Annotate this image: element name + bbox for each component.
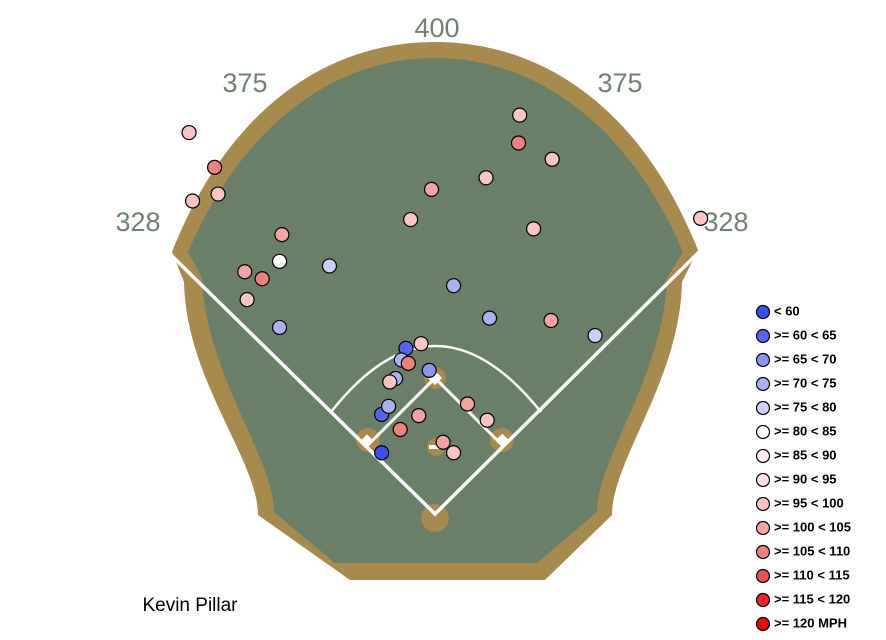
legend-label: >= 70 < 75 bbox=[774, 375, 837, 390]
hit-point bbox=[274, 227, 290, 243]
fence-distance: 375 bbox=[597, 68, 642, 98]
legend-swatch bbox=[755, 496, 771, 512]
fence-distance: 328 bbox=[115, 207, 160, 237]
legend-swatch bbox=[755, 568, 771, 584]
legend-swatch bbox=[755, 592, 771, 608]
hit-point bbox=[525, 221, 542, 237]
hit-point bbox=[479, 412, 495, 428]
hit-point bbox=[382, 374, 398, 390]
hit-point bbox=[423, 181, 440, 197]
hit-point bbox=[403, 211, 419, 228]
legend-swatch bbox=[755, 520, 771, 536]
infield-arc bbox=[330, 344, 542, 413]
legend-swatch bbox=[755, 328, 771, 344]
hit-point bbox=[435, 434, 451, 450]
hit-point bbox=[481, 310, 498, 326]
legend-label: >= 115 < 120 bbox=[774, 591, 850, 606]
hit-point bbox=[392, 421, 408, 438]
hit-point bbox=[271, 319, 288, 336]
hit-point bbox=[210, 186, 226, 202]
legend-swatch bbox=[755, 424, 771, 440]
hit-point bbox=[512, 107, 528, 123]
hit-point bbox=[411, 408, 427, 424]
legend-label: >= 90 < 95 bbox=[774, 471, 837, 486]
base bbox=[360, 434, 374, 448]
fence-distance: 400 bbox=[414, 13, 459, 43]
fence-distance: 328 bbox=[703, 207, 748, 237]
legend-label: >= 110 < 115 bbox=[774, 567, 850, 582]
hit-point bbox=[587, 327, 603, 344]
field bbox=[170, 42, 700, 580]
legend-label: >= 105 < 110 bbox=[774, 543, 850, 558]
hit-point bbox=[374, 445, 390, 461]
legend-swatch bbox=[755, 304, 771, 320]
legend-label: >= 85 < 90 bbox=[774, 447, 837, 462]
legend-label: >= 120 MPH bbox=[774, 615, 847, 630]
legend-label: >= 100 < 105 bbox=[774, 519, 851, 534]
hit-point bbox=[445, 445, 462, 461]
hit-point bbox=[321, 258, 338, 274]
legend-swatch bbox=[755, 544, 771, 560]
hit-point bbox=[271, 253, 288, 269]
legend-swatch bbox=[755, 616, 771, 632]
legend-label: >= 95 < 100 bbox=[774, 495, 844, 510]
hit-point bbox=[184, 193, 201, 209]
hit-point bbox=[207, 159, 223, 175]
fence-distance: 375 bbox=[222, 68, 267, 98]
hit-point bbox=[544, 151, 560, 167]
hit-point bbox=[181, 124, 197, 141]
hit-point bbox=[693, 210, 709, 226]
hit-point bbox=[381, 398, 397, 414]
legend-swatch bbox=[755, 472, 771, 488]
legend-label: >= 60 < 65 bbox=[774, 327, 837, 342]
legend-label: >= 80 < 85 bbox=[774, 423, 837, 438]
legend-swatch bbox=[755, 448, 771, 464]
legend-swatch bbox=[755, 376, 771, 392]
legend-label: < 60 bbox=[774, 303, 800, 318]
hit-point bbox=[421, 362, 437, 378]
legend-swatch bbox=[755, 400, 771, 416]
legend-swatch bbox=[755, 352, 771, 368]
hit-point bbox=[400, 355, 416, 371]
hit-point bbox=[237, 264, 253, 280]
grass bbox=[188, 58, 683, 563]
hit-point bbox=[413, 336, 429, 352]
base bbox=[495, 433, 509, 447]
pitcher-rubber bbox=[429, 445, 443, 449]
hit-point bbox=[239, 292, 255, 308]
home-dirt bbox=[421, 504, 449, 532]
hit-point bbox=[445, 278, 462, 294]
legend-label: >= 75 < 80 bbox=[774, 399, 837, 414]
legend-label: >= 65 < 70 bbox=[774, 351, 837, 366]
hit-point bbox=[459, 396, 476, 412]
player-name: Kevin Pillar bbox=[142, 595, 238, 616]
hit-point bbox=[510, 135, 527, 151]
hit-point bbox=[478, 170, 494, 186]
foul-lines bbox=[170, 251, 700, 517]
hit-point bbox=[543, 312, 559, 329]
hit-point bbox=[254, 271, 270, 287]
